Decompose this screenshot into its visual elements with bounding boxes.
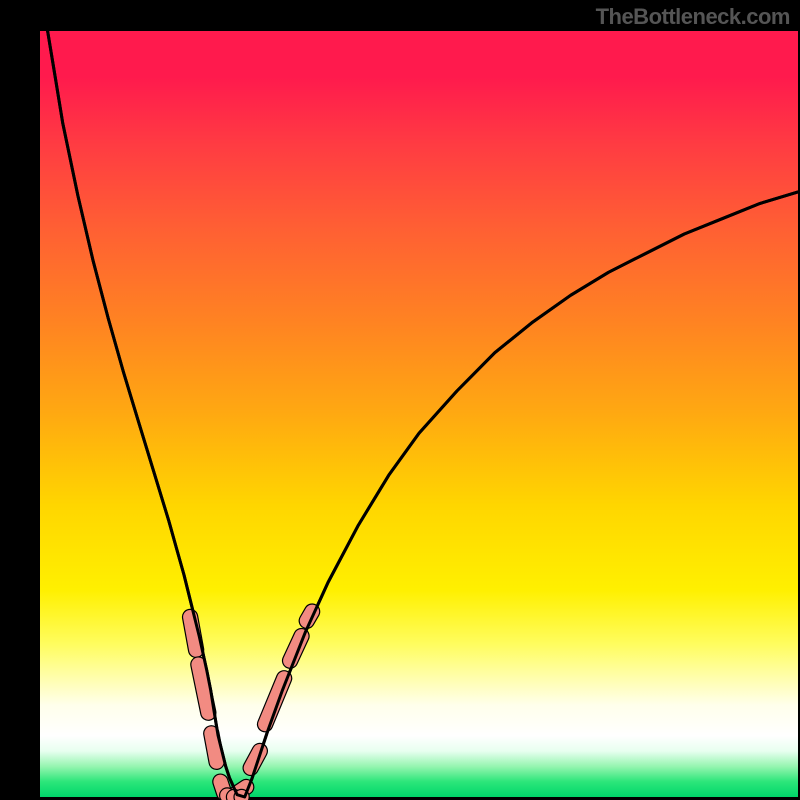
bottleneck-curve	[48, 31, 798, 797]
bead-segment	[211, 733, 216, 761]
watermark-text: TheBottleneck.com	[596, 4, 790, 30]
bead-segment	[265, 678, 284, 724]
bottleneck-curve	[48, 31, 798, 797]
chart-container: TheBottleneck.com	[0, 0, 800, 800]
curve-layer	[0, 0, 800, 800]
